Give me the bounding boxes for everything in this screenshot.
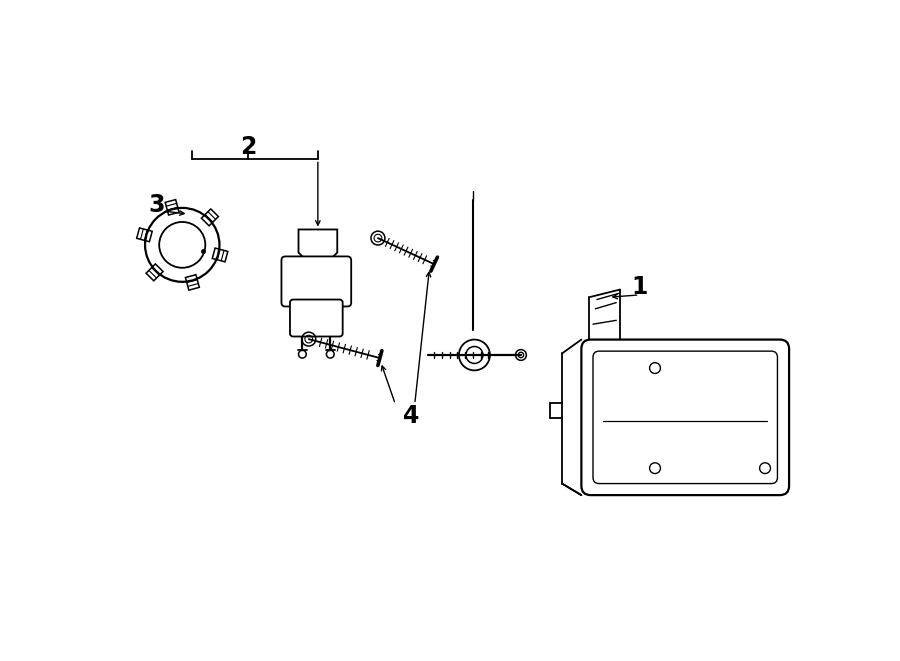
FancyBboxPatch shape [593, 351, 778, 484]
FancyBboxPatch shape [290, 299, 343, 336]
Text: 1: 1 [631, 275, 648, 299]
Text: 3: 3 [148, 193, 165, 217]
Text: 2: 2 [240, 135, 256, 159]
Polygon shape [166, 200, 179, 215]
Polygon shape [212, 248, 228, 262]
FancyBboxPatch shape [581, 340, 789, 495]
Polygon shape [185, 275, 199, 290]
FancyBboxPatch shape [282, 256, 351, 307]
Text: 4: 4 [402, 404, 419, 428]
Polygon shape [299, 229, 338, 260]
Polygon shape [202, 209, 219, 226]
Polygon shape [137, 228, 152, 242]
Polygon shape [146, 264, 163, 281]
